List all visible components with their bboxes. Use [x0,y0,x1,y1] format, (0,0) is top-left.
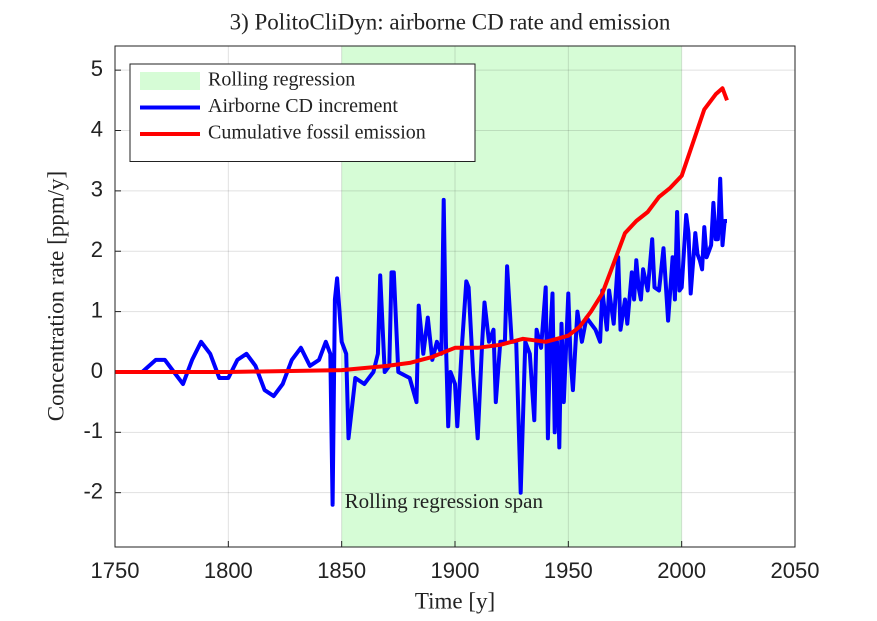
y-tick-label: 0 [91,358,103,383]
y-tick-label: -2 [83,478,103,503]
chart-title: 3) PolitoCliDyn: airborne CD rate and em… [230,9,671,34]
y-tick-label: 1 [91,297,103,322]
y-tick-label: -1 [83,418,103,443]
series-line [115,86,729,374]
y-axis-label: Concentration rate [ppm/y] [43,171,68,421]
x-tick-label: 1900 [431,558,480,583]
y-tick-label: 4 [91,116,103,141]
y-tick-label: 2 [91,237,103,262]
legend-label: Airborne CD increment [208,95,398,117]
x-tick-label: 2000 [657,558,706,583]
x-tick-label: 1750 [91,558,140,583]
x-tick-label: 1850 [317,558,366,583]
x-axis-label: Time [y] [415,588,495,613]
x-tick-label: 1950 [544,558,593,583]
annotation: Rolling regression span [345,489,544,513]
legend-label: Cumulative fossil emission [208,122,426,144]
y-tick-label: 3 [91,177,103,202]
legend-label: Rolling regression [208,69,355,91]
x-tick-label: 2050 [771,558,820,583]
y-tick-label: 5 [91,56,103,81]
plot-frame [114,45,796,548]
legend-swatch [140,72,200,90]
x-tick-label: 1800 [204,558,253,583]
